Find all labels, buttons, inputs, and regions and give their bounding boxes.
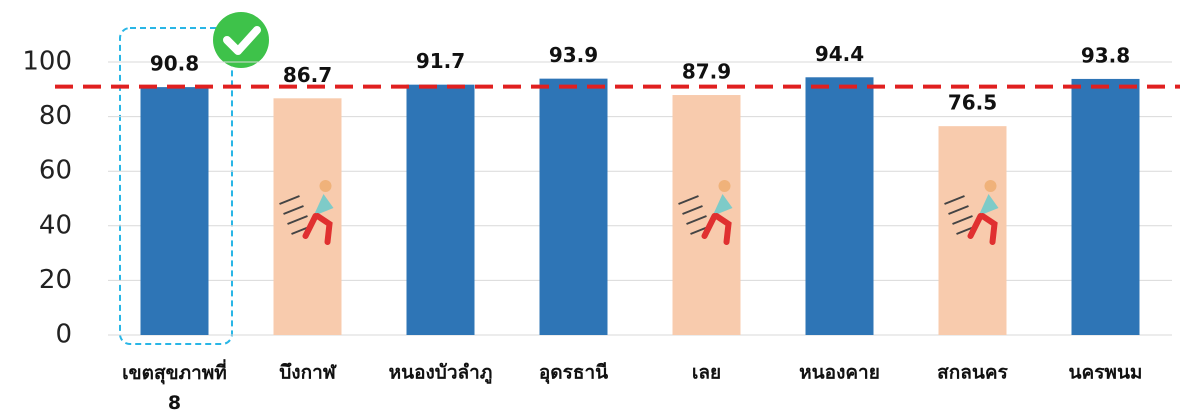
speed-line bbox=[287, 215, 308, 225]
speed-line bbox=[952, 215, 973, 225]
value-label: 76.5 bbox=[948, 91, 997, 115]
x-tick-label: สกลนคร bbox=[937, 362, 1008, 384]
bar bbox=[406, 84, 475, 335]
value-label: 93.9 bbox=[549, 43, 598, 67]
value-label: 94.4 bbox=[815, 42, 864, 66]
x-tick-label: หนองคาย bbox=[799, 362, 880, 384]
value-label: 90.8 bbox=[150, 52, 199, 76]
runner-icon bbox=[678, 180, 733, 245]
speed-line bbox=[283, 205, 304, 215]
bar bbox=[672, 95, 741, 336]
body bbox=[712, 194, 733, 216]
y-tick-label: 40 bbox=[39, 210, 72, 240]
bar bbox=[1071, 78, 1140, 336]
speed-line bbox=[686, 215, 707, 225]
head bbox=[319, 180, 332, 192]
check-icon bbox=[213, 12, 269, 68]
body bbox=[978, 194, 999, 216]
speed-line bbox=[279, 195, 300, 205]
speed-line bbox=[948, 205, 969, 215]
legs bbox=[967, 213, 998, 245]
y-tick-label: 20 bbox=[39, 265, 72, 295]
y-tick-label: 60 bbox=[39, 156, 72, 186]
legs bbox=[302, 213, 333, 245]
value-label: 91.7 bbox=[416, 49, 465, 73]
speed-line bbox=[682, 205, 703, 215]
body bbox=[313, 194, 334, 216]
x-tick-line: 8 bbox=[168, 392, 181, 414]
bar bbox=[805, 77, 874, 336]
runner-icon bbox=[944, 180, 999, 245]
x-tick-label: บึงกาฬ bbox=[279, 362, 337, 384]
x-tick-label: เขตสุขภาพที่ 8 bbox=[122, 359, 227, 414]
legs bbox=[701, 213, 732, 245]
y-tick-label: 80 bbox=[39, 101, 72, 131]
x-tick-label: เลย bbox=[692, 362, 721, 384]
x-tick-label: อุดรธานี bbox=[539, 362, 608, 385]
bar bbox=[539, 78, 608, 335]
y-tick-label: 0 bbox=[55, 320, 72, 350]
head bbox=[984, 180, 997, 192]
speed-line bbox=[944, 195, 965, 205]
bar bbox=[140, 87, 209, 335]
runner-icon bbox=[279, 180, 334, 245]
x-tick-label: หนองบัวลำภู bbox=[389, 362, 493, 385]
x-tick-line: เขตสุขภาพที่ bbox=[122, 359, 227, 385]
x-tick-label: นครพนม bbox=[1069, 362, 1143, 384]
y-tick-label: 100 bbox=[22, 47, 72, 77]
highlight-box bbox=[119, 27, 233, 345]
speed-line bbox=[678, 195, 699, 205]
value-label: 86.7 bbox=[283, 63, 332, 87]
value-label: 87.9 bbox=[682, 60, 731, 84]
value-label: 93.8 bbox=[1081, 43, 1130, 67]
head bbox=[718, 180, 731, 192]
